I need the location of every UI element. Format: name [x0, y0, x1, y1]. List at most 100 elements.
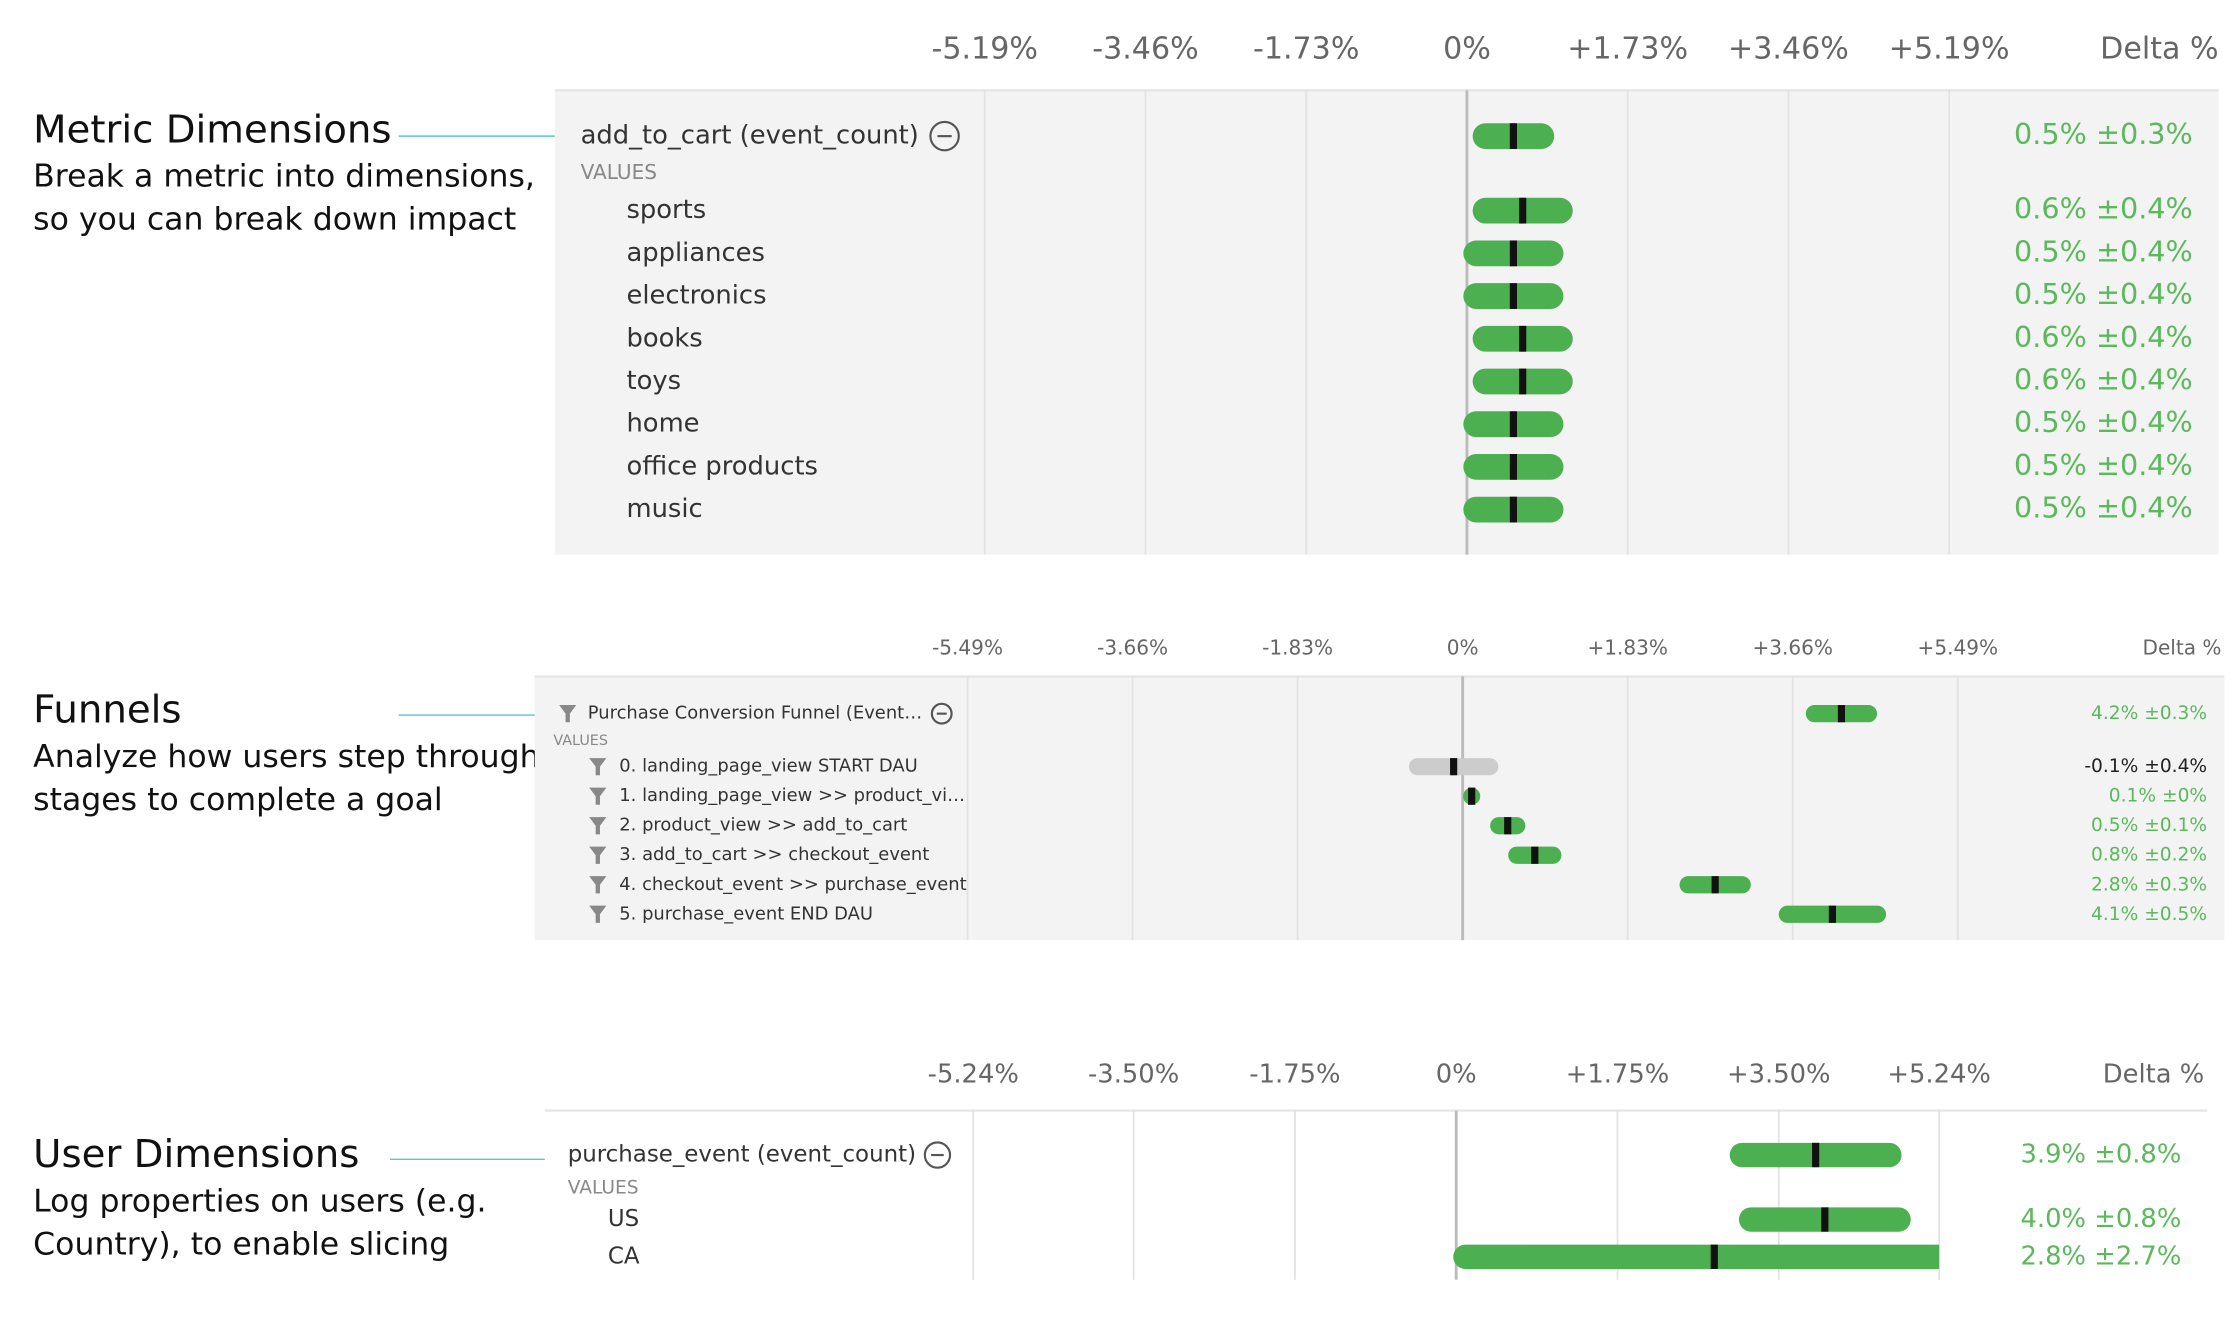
x-tick-label: -5.19%	[932, 32, 1038, 67]
x-tick-label: +3.46%	[1728, 32, 1849, 67]
value-label: 4.2% ±0.3%	[2091, 703, 2207, 724]
row-label: 0. landing_page_view START DAU	[619, 756, 917, 777]
value-header: Delta %	[2100, 32, 2218, 67]
value-label: 4.1% ±0.5%	[2091, 904, 2207, 925]
x-tick-label: +1.83%	[1587, 636, 1667, 660]
collapse-button[interactable]	[929, 120, 960, 152]
value-label: 0.8% ±0.2%	[2091, 845, 2207, 866]
point-estimate	[1509, 411, 1517, 438]
value-label: 0.5% ±0.4%	[2014, 448, 2193, 482]
point-estimate	[1812, 1142, 1820, 1168]
point-estimate	[1837, 705, 1846, 723]
point-estimate	[1710, 1244, 1718, 1269]
x-tick-label: +3.66%	[1752, 636, 1832, 660]
metric-name: purchase_event (event_count)	[568, 1142, 916, 1168]
x-tick-label: -3.50%	[1088, 1059, 1179, 1089]
point-estimate	[1531, 846, 1539, 864]
x-tick-label: -1.73%	[1253, 32, 1359, 67]
row-label: CA	[608, 1243, 640, 1269]
row-label: appliances	[626, 238, 764, 268]
value-label: 0.5% ±0.1%	[2091, 815, 2207, 836]
point-estimate	[1519, 368, 1527, 395]
value-label: 0.5% ±0.4%	[2014, 491, 2193, 525]
value-label: 0.5% ±0.4%	[2014, 277, 2193, 311]
value-label: 0.5% ±0.3%	[2014, 117, 2193, 151]
value-label: 2.8% ±0.3%	[2091, 874, 2207, 895]
group-label: VALUES	[581, 160, 657, 184]
collapse-button[interactable]	[923, 1141, 952, 1169]
annotation-title: Funnels	[33, 688, 181, 733]
marks	[1453, 1142, 1940, 1269]
x-tick-label: +3.50%	[1727, 1059, 1831, 1089]
x-tick-label: -5.49%	[932, 636, 1003, 660]
panel	[554, 90, 2219, 555]
panel	[534, 676, 2225, 941]
marks	[1408, 705, 1887, 923]
annotation-text: so you can break down impact	[33, 202, 516, 238]
row-label: 1. landing_page_view >> product_vi…	[619, 785, 965, 806]
row-label: 2. product_view >> add_to_cart	[619, 815, 907, 836]
x-tick-label: 0%	[1436, 1059, 1477, 1089]
annotation-text: Country), to enable slicing	[33, 1226, 449, 1262]
panel	[544, 1110, 2208, 1280]
point-estimate	[1450, 758, 1458, 776]
x-tick-label: -3.66%	[1097, 636, 1168, 660]
point-estimate	[1509, 123, 1517, 150]
row-label: US	[608, 1206, 639, 1232]
funnel-icon	[589, 905, 607, 923]
x-tick-label: +1.75%	[1566, 1059, 1670, 1089]
collapse-button[interactable]	[930, 702, 953, 725]
value-header: Delta %	[2143, 636, 2222, 660]
row-label: music	[626, 494, 702, 524]
group-label: VALUES	[568, 1177, 639, 1198]
metric-name: add_to_cart (event_count)	[581, 121, 919, 151]
point-estimate	[1519, 325, 1527, 352]
value-label: 0.6% ±0.4%	[2014, 192, 2193, 226]
annotation-text: Analyze how users step through	[33, 739, 539, 775]
row-label: 3. add_to_cart >> checkout_event	[619, 844, 929, 865]
point-estimate	[1509, 283, 1517, 309]
row-label: office products	[626, 451, 818, 481]
value-label: 2.8% ±2.7%	[2021, 1241, 2182, 1271]
group-label: VALUES	[553, 733, 608, 749]
x-tick-label: +1.73%	[1567, 32, 1688, 67]
point-estimate	[1468, 787, 1476, 805]
point-estimate	[1504, 817, 1512, 835]
x-tick-label: +5.24%	[1887, 1059, 1991, 1089]
x-tick-label: -1.83%	[1262, 636, 1333, 660]
annotation-title: User Dimensions	[33, 1132, 359, 1177]
point-estimate	[1509, 496, 1517, 523]
value-label: 3.9% ±0.8%	[2021, 1140, 2182, 1170]
row-label: toys	[626, 366, 681, 396]
row-label: electronics	[626, 281, 766, 311]
point-estimate	[1821, 1207, 1829, 1232]
interval-bar	[1453, 1244, 1940, 1269]
funnel-icon	[589, 817, 607, 835]
row-label: sports	[626, 195, 706, 225]
value-header: Delta %	[2103, 1059, 2204, 1089]
value-label: 0.1% ±0%	[2109, 786, 2207, 807]
marks	[1463, 123, 1573, 523]
row-label: home	[626, 409, 699, 439]
point-estimate	[1711, 876, 1719, 894]
value-label: 0.6% ±0.4%	[2014, 362, 2193, 396]
x-tick-label: -3.46%	[1092, 32, 1198, 67]
value-label: -0.1% ±0.4%	[2084, 756, 2207, 777]
annotation-text: Break a metric into dimensions,	[33, 159, 535, 195]
row-label: 5. purchase_event END DAU	[619, 903, 873, 924]
annotation-title: Metric Dimensions	[33, 107, 391, 152]
annotation-text: stages to complete a goal	[33, 782, 442, 818]
metric-name: Purchase Conversion Funnel (Event…	[588, 703, 922, 724]
value-label: 0.5% ±0.4%	[2014, 234, 2193, 268]
funnel-icon	[589, 876, 607, 894]
x-tick-label: +5.19%	[1889, 32, 2010, 67]
value-label: 0.6% ±0.4%	[2014, 320, 2193, 354]
funnel-icon	[589, 846, 607, 864]
point-estimate	[1509, 240, 1517, 267]
point-estimate	[1828, 905, 1836, 923]
annotation-text: Log properties on users (e.g.	[33, 1183, 486, 1219]
funnel-icon	[589, 758, 607, 776]
x-tick-label: -5.24%	[928, 1059, 1019, 1089]
x-tick-label: -1.75%	[1249, 1059, 1340, 1089]
